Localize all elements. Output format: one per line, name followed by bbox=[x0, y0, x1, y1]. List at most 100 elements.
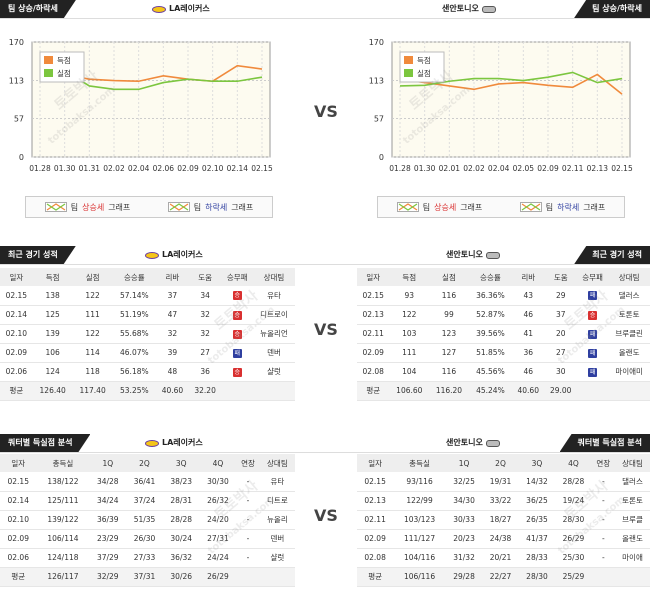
table-cell: 댈러스 bbox=[608, 286, 650, 306]
table-cell: 02.15 bbox=[0, 286, 33, 306]
table-cell: 20/23 bbox=[445, 529, 483, 549]
table-cell: 46 bbox=[512, 362, 545, 382]
table-cell: 36.36% bbox=[468, 286, 513, 306]
table-cell: 45.56% bbox=[468, 362, 513, 382]
table-cell: 36 bbox=[512, 343, 545, 363]
table-cell: 샬럿 bbox=[259, 548, 295, 568]
table-cell: 51.85% bbox=[468, 343, 513, 363]
x-tick-label: 02.06 bbox=[153, 164, 175, 173]
table-cell: 승 bbox=[221, 286, 253, 306]
vs-label: VS bbox=[314, 320, 338, 339]
column-header: 1Q bbox=[89, 454, 127, 472]
recent-tag-away: 최근 경기 성적 bbox=[574, 246, 650, 264]
vs-label: VS bbox=[314, 102, 338, 121]
table-cell: 패 bbox=[576, 286, 609, 306]
x-tick-label: 01.28 bbox=[389, 164, 411, 173]
table-cell: - bbox=[236, 548, 260, 568]
table-cell: 02.15 bbox=[357, 472, 394, 492]
column-header: 승무패 bbox=[221, 268, 253, 286]
legend-down: 팀 하락세 그래프 bbox=[167, 202, 253, 213]
table-cell: 02.14 bbox=[0, 305, 33, 325]
table-cell: 122/99 bbox=[393, 491, 446, 511]
loss-badge: 패 bbox=[588, 329, 598, 339]
table-cell: 26/29 bbox=[199, 567, 237, 587]
table-cell: 34 bbox=[188, 286, 222, 306]
column-header: 연장 bbox=[591, 454, 615, 472]
table-cell: 30/24 bbox=[162, 529, 200, 549]
table-row: 02.11 103 123 39.56% 41 20 패 브루클린 bbox=[357, 324, 650, 344]
table-row: 02.08 104 116 45.56% 46 30 패 마이애미 bbox=[357, 362, 650, 382]
table-cell: 116.20 bbox=[429, 381, 469, 401]
x-tick-label: 02.04 bbox=[488, 164, 510, 173]
table-cell: 32 bbox=[188, 305, 222, 325]
legend-label: 실점 bbox=[57, 68, 71, 78]
column-header: 득점 bbox=[32, 268, 73, 286]
table-header-row: 일자 득점 실점 승승률 리바 도움 승무패 상대팀 bbox=[357, 268, 650, 286]
table-cell: 56.18% bbox=[112, 362, 157, 382]
table-cell: 올랜도 bbox=[608, 343, 650, 363]
column-header: 상대팀 bbox=[259, 454, 295, 472]
table-cell: 24/24 bbox=[199, 548, 237, 568]
table-cell: 뉴올리언 bbox=[252, 324, 295, 344]
y-tick-label: 57 bbox=[374, 114, 384, 123]
legend-swatch bbox=[44, 56, 53, 64]
table-cell: 유타 bbox=[259, 472, 295, 492]
table-cell: 02.13 bbox=[357, 305, 390, 325]
divider bbox=[0, 264, 650, 265]
table-cell: 32/29 bbox=[89, 567, 127, 587]
plot-area bbox=[391, 41, 631, 158]
table-cell: 33/22 bbox=[482, 491, 519, 511]
team-name-home: LA레이커스 bbox=[152, 0, 210, 18]
trend-header-home: 팀 상승/하락세 LA레이커스 bbox=[0, 0, 300, 18]
table-row: 02.06 124/118 37/29 27/33 36/32 24/24- 샬럿 bbox=[0, 548, 295, 568]
x-tick-label: 02.10 bbox=[202, 164, 224, 173]
table-row: 02.13 122 99 52.87% 46 37 승 토론토 bbox=[357, 305, 650, 325]
table-cell: 36/39 bbox=[89, 510, 127, 530]
table-cell: 27 bbox=[188, 343, 222, 363]
table-cell: - bbox=[236, 472, 260, 492]
x-tick-label: 01.30 bbox=[414, 164, 436, 173]
table-cell: 118 bbox=[72, 362, 113, 382]
x-tick-label: 02.15 bbox=[611, 164, 633, 173]
column-header: 일자 bbox=[0, 268, 33, 286]
loss-badge: 패 bbox=[588, 348, 598, 358]
table-row: 02.14 125/111 34/24 37/24 28/31 26/32- 디트로 bbox=[0, 491, 295, 511]
table-cell: - bbox=[591, 529, 615, 549]
y-tick-label: 113 bbox=[9, 77, 24, 86]
table-cell: 111 bbox=[389, 343, 430, 363]
table-header-row: 일자 총득실 1Q 2Q 3Q 4Q 연장 상대팀 bbox=[0, 454, 295, 472]
table-cell: 32 bbox=[188, 324, 222, 344]
column-header: 실점 bbox=[429, 268, 469, 286]
table-cell: 103/123 bbox=[393, 510, 446, 530]
table-cell: 26/30 bbox=[126, 529, 163, 549]
legend-swatch bbox=[44, 69, 53, 77]
column-header: 승승률 bbox=[468, 268, 513, 286]
table-cell: 53.25% bbox=[112, 381, 157, 401]
table-cell: 55.68% bbox=[112, 324, 157, 344]
table-cell: 27/33 bbox=[126, 548, 163, 568]
table-cell: 02.09 bbox=[357, 529, 394, 549]
table-cell: 30/30 bbox=[199, 472, 237, 492]
table-cell: 43 bbox=[512, 286, 545, 306]
win-badge: 승 bbox=[232, 329, 242, 339]
column-header: 실점 bbox=[72, 268, 113, 286]
table-cell: 36/25 bbox=[518, 491, 556, 511]
table-cell: 승 bbox=[221, 324, 253, 344]
table-cell: 02.09 bbox=[0, 343, 33, 363]
column-header: 3Q bbox=[162, 454, 200, 472]
table-cell: - bbox=[236, 529, 260, 549]
spurs-logo-icon bbox=[485, 251, 500, 259]
table-cell: 139 bbox=[32, 324, 73, 344]
table-cell: 02.13 bbox=[357, 491, 394, 511]
table-cell: 36/41 bbox=[126, 472, 163, 492]
table-cell: 패 bbox=[576, 343, 609, 363]
team-name-home: LA레이커스 bbox=[145, 246, 203, 264]
win-badge: 승 bbox=[588, 310, 598, 320]
table-cell: 19/24 bbox=[555, 491, 592, 511]
table-cell: 34/28 bbox=[89, 472, 127, 492]
table-cell: 승 bbox=[221, 305, 253, 325]
table-cell: 37 bbox=[156, 286, 189, 306]
table-cell: 02.09 bbox=[357, 343, 390, 363]
table-cell: 117.40 bbox=[72, 381, 113, 401]
